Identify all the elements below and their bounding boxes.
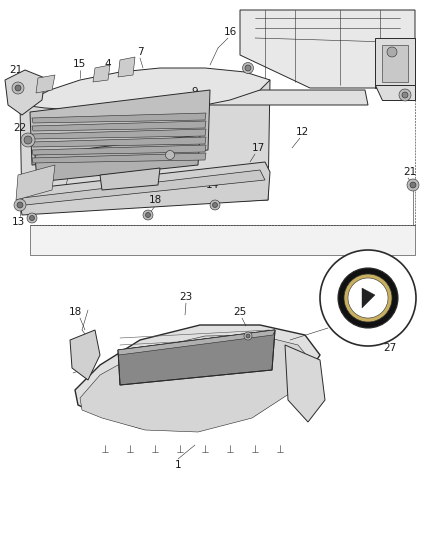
- Circle shape: [387, 47, 397, 57]
- Text: 14: 14: [205, 180, 219, 190]
- Circle shape: [245, 65, 251, 71]
- Text: 9: 9: [192, 87, 198, 97]
- Circle shape: [29, 215, 35, 221]
- Polygon shape: [93, 65, 110, 82]
- Polygon shape: [80, 335, 312, 432]
- Polygon shape: [30, 90, 210, 165]
- Polygon shape: [32, 153, 206, 163]
- Text: 16: 16: [223, 27, 237, 37]
- Text: 21: 21: [9, 65, 23, 75]
- Polygon shape: [32, 145, 206, 155]
- Text: 7: 7: [137, 47, 143, 57]
- Polygon shape: [22, 170, 265, 205]
- Polygon shape: [32, 129, 206, 139]
- Polygon shape: [118, 330, 275, 385]
- Polygon shape: [32, 121, 206, 131]
- Circle shape: [246, 334, 250, 338]
- Circle shape: [348, 278, 388, 318]
- Circle shape: [402, 92, 408, 98]
- Text: 27: 27: [383, 343, 397, 353]
- Polygon shape: [70, 330, 100, 380]
- Polygon shape: [375, 85, 415, 100]
- Circle shape: [399, 89, 411, 101]
- Polygon shape: [75, 325, 320, 430]
- Circle shape: [27, 213, 37, 223]
- Polygon shape: [32, 113, 206, 123]
- Circle shape: [407, 179, 419, 191]
- Polygon shape: [362, 288, 375, 308]
- Text: 18: 18: [148, 195, 162, 205]
- Text: 4: 4: [105, 59, 111, 69]
- Text: CHRYSLER: CHRYSLER: [359, 283, 377, 287]
- Polygon shape: [20, 68, 270, 112]
- Text: 26: 26: [291, 375, 304, 385]
- Text: 1: 1: [175, 460, 181, 470]
- Polygon shape: [5, 70, 45, 115]
- Circle shape: [210, 200, 220, 210]
- Circle shape: [24, 136, 32, 144]
- Text: 13: 13: [11, 217, 25, 227]
- Circle shape: [143, 210, 153, 220]
- Text: 25: 25: [233, 307, 247, 317]
- Polygon shape: [18, 162, 270, 215]
- Polygon shape: [118, 330, 275, 355]
- Circle shape: [212, 203, 218, 207]
- Circle shape: [320, 250, 416, 346]
- Circle shape: [21, 133, 35, 147]
- Polygon shape: [375, 38, 415, 88]
- Circle shape: [244, 332, 252, 340]
- Polygon shape: [36, 75, 55, 93]
- Text: 20: 20: [381, 63, 395, 73]
- Text: 23: 23: [180, 292, 193, 302]
- Circle shape: [145, 213, 151, 217]
- Text: 18: 18: [68, 307, 81, 317]
- Circle shape: [12, 82, 24, 94]
- Text: 15: 15: [72, 59, 85, 69]
- Circle shape: [243, 62, 254, 74]
- Polygon shape: [32, 137, 206, 147]
- Circle shape: [14, 199, 26, 211]
- Polygon shape: [118, 57, 135, 77]
- Circle shape: [15, 85, 21, 91]
- Polygon shape: [285, 345, 325, 422]
- Circle shape: [17, 202, 23, 208]
- Circle shape: [166, 150, 174, 159]
- Text: 15: 15: [166, 130, 179, 140]
- Text: 22: 22: [14, 123, 27, 133]
- Polygon shape: [240, 10, 415, 88]
- Polygon shape: [30, 225, 415, 255]
- Polygon shape: [16, 165, 55, 200]
- Polygon shape: [35, 135, 200, 182]
- Text: 1: 1: [117, 175, 124, 185]
- Text: 17: 17: [251, 143, 265, 153]
- Text: 3: 3: [65, 167, 71, 177]
- Text: 21: 21: [403, 167, 417, 177]
- Polygon shape: [100, 168, 160, 190]
- Polygon shape: [382, 45, 408, 82]
- Circle shape: [338, 268, 398, 328]
- Polygon shape: [20, 80, 270, 210]
- Polygon shape: [185, 90, 368, 105]
- Circle shape: [410, 182, 416, 188]
- Text: 12: 12: [295, 127, 309, 137]
- Circle shape: [344, 274, 392, 322]
